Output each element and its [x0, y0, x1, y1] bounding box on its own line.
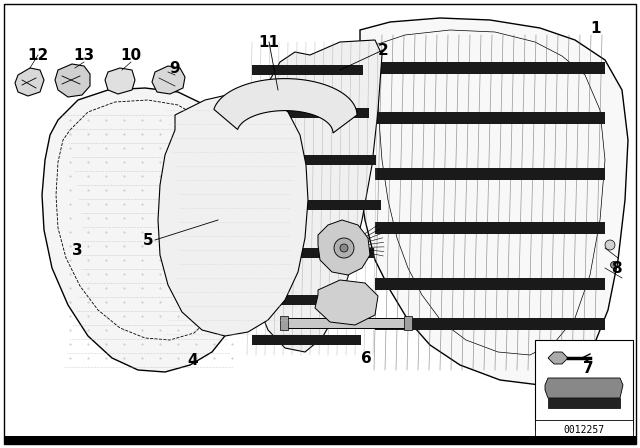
Text: 5: 5 — [143, 233, 154, 247]
Circle shape — [334, 238, 354, 258]
Bar — [252, 108, 369, 118]
Bar — [375, 112, 605, 124]
Text: 6: 6 — [360, 350, 371, 366]
Text: 0012257: 0012257 — [563, 425, 605, 435]
Circle shape — [611, 262, 618, 268]
Text: 3: 3 — [72, 242, 83, 258]
Bar — [252, 248, 374, 258]
Polygon shape — [15, 68, 44, 96]
Polygon shape — [247, 40, 382, 352]
Bar — [375, 62, 605, 74]
Text: 10: 10 — [120, 47, 141, 63]
Polygon shape — [545, 378, 623, 398]
Text: 1: 1 — [591, 21, 601, 35]
Bar — [4, 436, 636, 444]
Circle shape — [605, 240, 615, 250]
Text: 13: 13 — [74, 47, 95, 63]
Text: 4: 4 — [188, 353, 198, 367]
Bar — [375, 318, 605, 330]
Text: 9: 9 — [170, 60, 180, 76]
Circle shape — [340, 244, 348, 252]
Bar — [375, 222, 605, 234]
Bar — [252, 335, 361, 345]
Bar — [285, 318, 405, 328]
Polygon shape — [548, 352, 568, 364]
Bar — [535, 340, 633, 430]
Bar — [252, 295, 367, 305]
Polygon shape — [152, 66, 185, 94]
Bar — [548, 398, 620, 408]
Polygon shape — [55, 64, 90, 97]
Text: 11: 11 — [259, 34, 280, 49]
Bar — [280, 316, 288, 330]
Text: 12: 12 — [28, 47, 49, 63]
Bar — [375, 278, 605, 290]
Bar — [252, 65, 362, 75]
Text: 7: 7 — [582, 361, 593, 375]
Bar — [535, 420, 633, 438]
Polygon shape — [105, 68, 135, 94]
Text: 8: 8 — [611, 260, 621, 276]
Polygon shape — [42, 88, 247, 372]
Bar — [252, 200, 381, 210]
Polygon shape — [315, 280, 378, 325]
Text: 2: 2 — [378, 43, 388, 57]
Polygon shape — [355, 18, 628, 385]
Polygon shape — [158, 92, 308, 336]
Bar — [404, 316, 412, 330]
Bar — [375, 168, 605, 180]
Bar — [252, 155, 376, 165]
Polygon shape — [214, 78, 357, 133]
Polygon shape — [318, 220, 370, 275]
